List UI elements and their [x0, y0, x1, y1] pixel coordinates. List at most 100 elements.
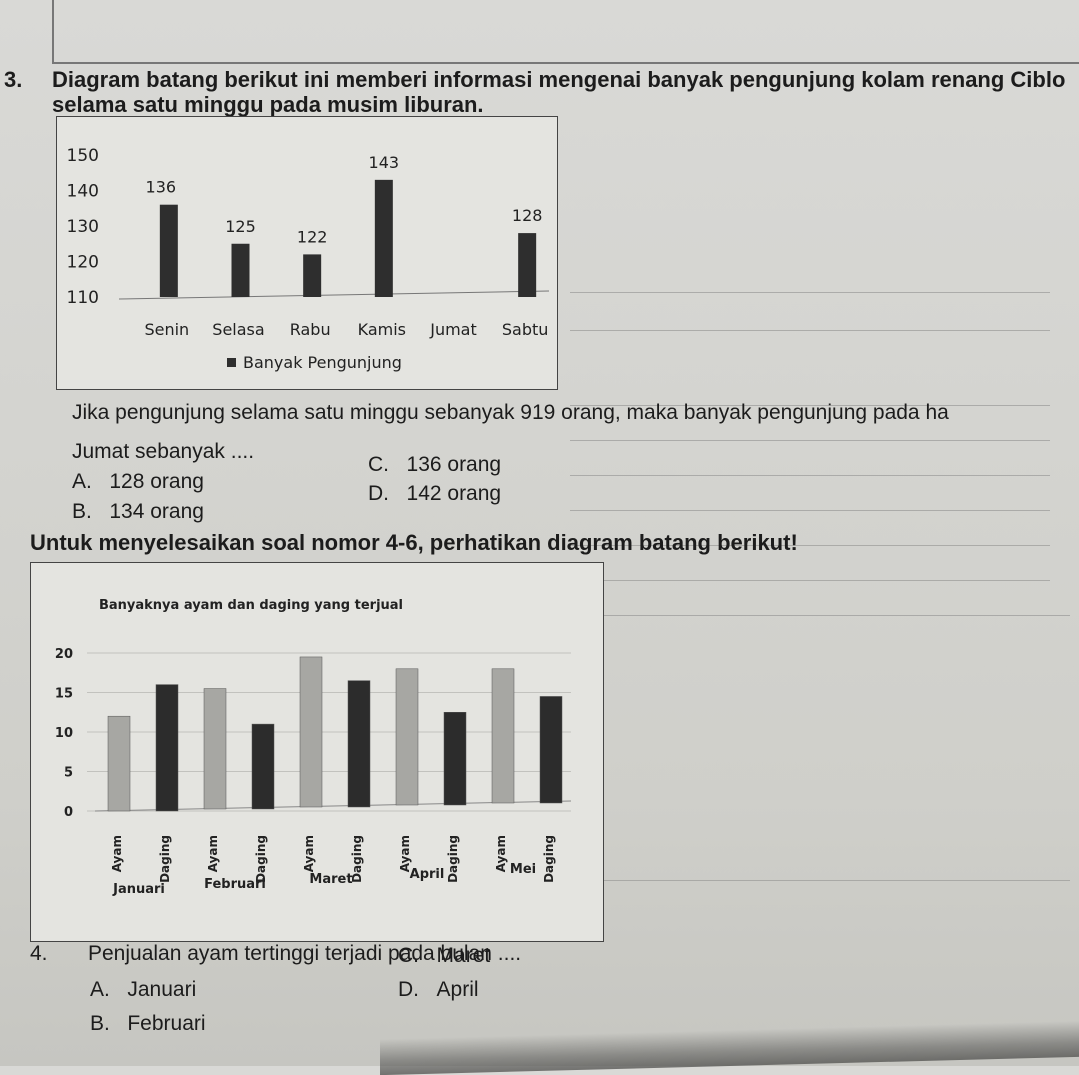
y-tick-label: 110 [67, 288, 99, 308]
question-3-option-d[interactable]: D. 142 orang [368, 482, 501, 506]
bar-daging-mei [539, 696, 563, 804]
series-tick-label: Ayam [494, 835, 508, 872]
x-tick-label: Kamis [358, 320, 406, 339]
value-label: 136 [146, 178, 177, 197]
option-text: Maret [436, 944, 491, 967]
series-tick-label: Daging [542, 835, 556, 883]
legend-label: Banyak Pengunjung [243, 353, 402, 372]
x-tick-label: Jumat [429, 320, 477, 339]
legend-swatch [227, 358, 236, 367]
table-line [570, 292, 1050, 293]
y-tick-label: 0 [64, 805, 73, 820]
question-4-option-a[interactable]: A. Januari [90, 978, 196, 1002]
option-letter: A. [90, 978, 110, 1001]
table-line [570, 545, 1050, 546]
category-label: Februari [204, 877, 266, 892]
bar-daging-februari [251, 723, 275, 810]
series-tick-label: Daging [158, 835, 172, 883]
series-tick-label: Ayam [398, 835, 412, 872]
option-letter: D. [398, 978, 419, 1001]
question-4-option-b[interactable]: B. Februari [90, 1012, 206, 1036]
option-text: 142 orang [406, 482, 502, 505]
sales-bar-chart: Banyaknya ayam dan daging yang terjual 0 5… [55, 598, 572, 897]
y-tick-label: 15 [55, 687, 73, 702]
bar-ayam-maret [299, 656, 323, 808]
question-3-number: 3. [4, 67, 23, 92]
y-tick-label: 120 [67, 253, 99, 273]
chart-title: Banyaknya ayam dan daging yang terjual [99, 598, 403, 613]
series-tick-label: Daging [254, 835, 268, 883]
series-tick-label: Ayam [110, 835, 124, 872]
value-label: 125 [225, 217, 256, 236]
question-3-option-b[interactable]: B. 134 orang [72, 500, 204, 524]
table-line [570, 440, 1050, 441]
category-label: Januari [112, 882, 165, 897]
bar-rabu [303, 254, 322, 297]
instruction-text: Untuk menyelesaikan soal nomor 4-6, perh… [30, 530, 798, 555]
question-3-prompt-line2: Jumat sebanyak .... [72, 440, 255, 463]
option-letter: C. [368, 453, 389, 476]
question-4-number: 4. [30, 942, 48, 965]
visitors-bar-chart: 110 120 130 140 150 136 Senin 125 Selasa 122 Rabu 1… [67, 146, 550, 372]
bar-ayam-mei [491, 668, 515, 804]
table-line [600, 615, 1070, 616]
category-label: Maret [309, 872, 352, 887]
option-letter: D. [368, 482, 389, 505]
option-letter: C. [398, 944, 419, 967]
x-tick-label: Sabtu [502, 320, 549, 339]
x-tick-label: Senin [144, 320, 189, 339]
table-line [570, 580, 1050, 581]
series-tick-label: Daging [446, 835, 460, 883]
value-label: 128 [512, 206, 543, 225]
bar-ayam-april [395, 668, 419, 806]
series-tick-label: Ayam [206, 835, 220, 872]
bar-daging-maret [347, 680, 371, 808]
y-tick-label: 140 [67, 182, 99, 202]
visitors-chart: 110 120 130 140 150 136 Senin 125 Selasa 122 Rabu 1… [56, 116, 558, 390]
y-tick-label: 20 [55, 647, 73, 662]
option-letter: B. [72, 500, 92, 523]
value-label: 122 [297, 227, 328, 246]
option-letter: B. [90, 1012, 110, 1035]
bar-daging-april [443, 712, 467, 806]
question-4-option-d[interactable]: D. April [398, 978, 479, 1002]
page-edge-shadow [380, 1020, 1079, 1075]
value-label: 143 [369, 153, 400, 172]
bar-sabtu [518, 233, 537, 297]
question-3-option-c[interactable]: C. 136 orang [368, 453, 501, 477]
question-3-option-a[interactable]: A. 128 orang [72, 470, 204, 494]
sales-chart: Banyaknya ayam dan daging yang terjual 0 5… [30, 562, 604, 942]
option-text: 128 orang [109, 470, 204, 493]
table-line [570, 475, 1050, 476]
question-3-text-line1: Diagram batang berikut ini memberi infor… [52, 67, 1066, 92]
y-tick-label: 130 [67, 217, 99, 237]
bar-kamis [374, 179, 393, 297]
x-axis-line [118, 290, 550, 300]
question-4-option-c[interactable]: C. Maret [398, 944, 490, 968]
x-tick-label: Selasa [212, 320, 264, 339]
category-label: April [410, 867, 445, 882]
table-line [600, 880, 1070, 881]
category-label: Mei [510, 862, 536, 877]
bar-ayam-januari [107, 715, 131, 812]
option-text: 136 orang [406, 453, 502, 476]
option-text: 134 orang [109, 500, 204, 523]
y-tick-label: 5 [64, 766, 73, 781]
x-tick-label: Rabu [290, 320, 331, 339]
bar-daging-januari [155, 684, 179, 812]
question-4-text: Penjualan ayam tertinggi terjadi pada bu… [88, 942, 522, 965]
option-text: Januari [127, 978, 197, 1001]
series-tick-label: Ayam [302, 835, 316, 872]
table-line [570, 510, 1050, 511]
table-line [570, 405, 1050, 406]
question-3-text-line2: selama satu minggu pada musim liburan. [52, 92, 484, 117]
bar-ayam-februari [203, 688, 227, 810]
y-tick-label: 10 [55, 726, 73, 741]
series-tick-label: Daging [350, 835, 364, 883]
option-letter: A. [72, 470, 92, 493]
bar-senin [159, 204, 178, 297]
bar-selasa [231, 243, 250, 297]
y-tick-label: 150 [67, 146, 99, 166]
table-line [570, 330, 1050, 331]
question-3-prompt-line1: Jika pengunjung selama satu minggu seban… [72, 401, 949, 424]
